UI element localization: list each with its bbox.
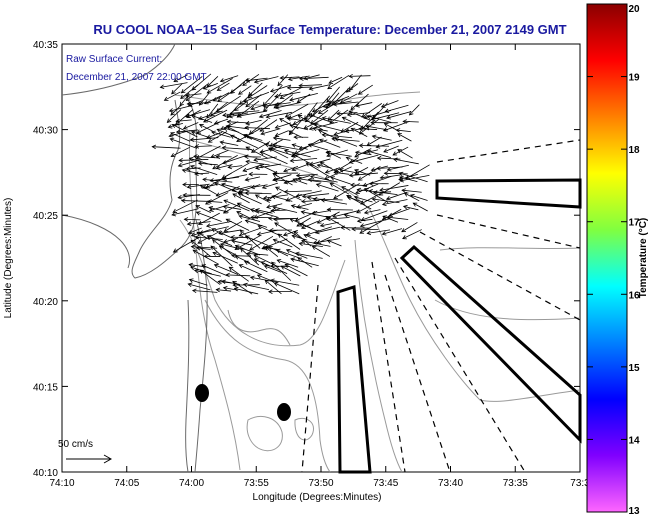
black-marker [195, 384, 209, 402]
x-tick-label: 74:00 [179, 478, 204, 489]
y-tick-label: 40:30 [33, 126, 58, 137]
scale-label: 50 cm/s [58, 439, 93, 450]
annotation-line-1: Raw Surface Current: [66, 54, 162, 65]
y-tick-label: 40:20 [33, 297, 58, 308]
x-axis-label: Longitude (Degrees:Minutes) [253, 492, 382, 503]
x-tick-label: 73:45 [373, 478, 398, 489]
x-tick-label: 73:55 [244, 478, 269, 489]
map-title: RU COOL NOAA−15 Sea Surface Temperature:… [93, 22, 566, 37]
colorbar-tick-label: 19 [628, 73, 640, 84]
annotation-line-2: December 21, 2007 22:00 GMT [66, 72, 207, 83]
y-tick-label: 40:15 [33, 382, 58, 393]
black-marker [277, 403, 291, 421]
x-tick-label: 73:40 [438, 478, 463, 489]
x-tick-label: 74:05 [114, 478, 139, 489]
colorbar-label: Temperature (°C) [638, 218, 649, 299]
y-tick-label: 40:25 [33, 211, 58, 222]
colorbar-tick-label: 15 [628, 363, 640, 374]
colorbar-tick-label: 20 [628, 4, 640, 15]
y-axis-label: Latitude (Degrees:Minutes) [3, 198, 14, 319]
x-tick-label: 74:10 [49, 478, 74, 489]
colorbar-tick-label: 14 [628, 435, 640, 446]
y-tick-label: 40:10 [33, 468, 58, 479]
x-tick-label: 73:35 [503, 478, 528, 489]
colorbar [587, 4, 627, 512]
colorbar-tick-label: 18 [628, 145, 640, 156]
y-tick-label: 40:35 [33, 40, 58, 51]
colorbar-tick-label: 13 [628, 506, 640, 517]
x-tick-label: 73:50 [308, 478, 333, 489]
